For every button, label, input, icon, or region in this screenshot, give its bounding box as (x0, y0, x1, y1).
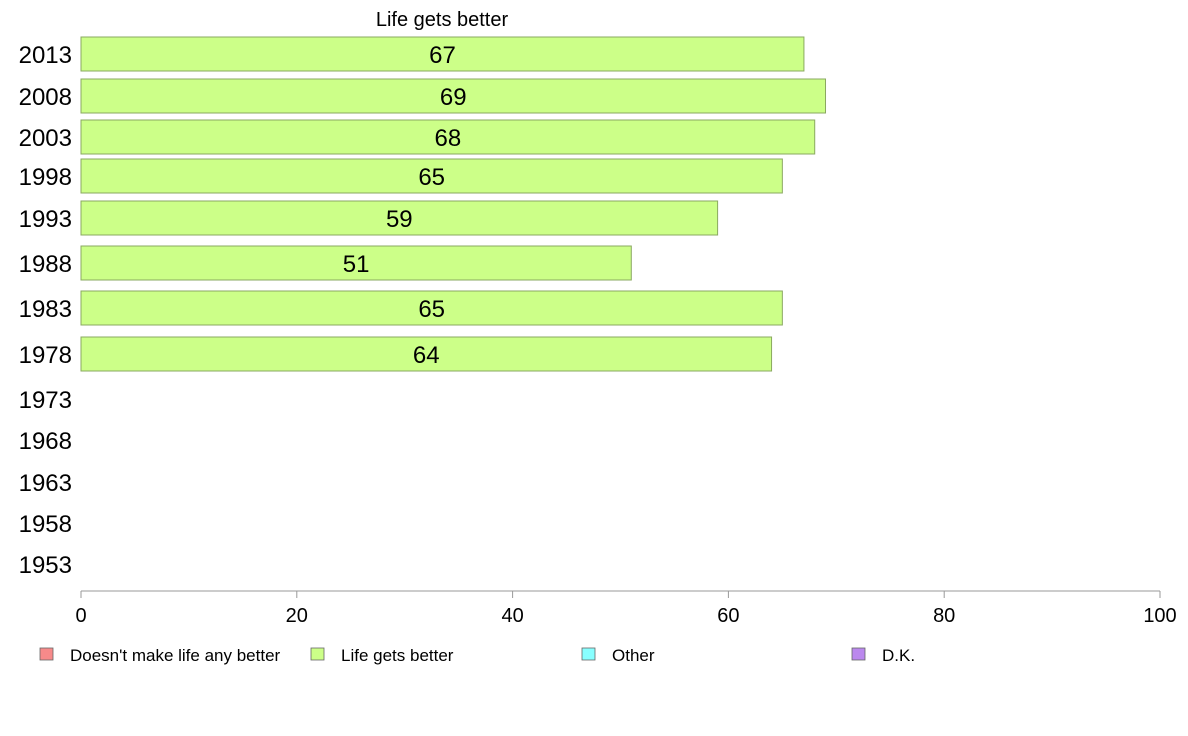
bar (80, 336, 773, 372)
bar (80, 36, 805, 72)
y-tick-label: 1973 (19, 387, 72, 414)
y-tick-label: 2008 (19, 84, 72, 111)
y-tick-label: 1963 (19, 470, 72, 497)
bar-value-label: 51 (343, 251, 370, 278)
x-tick-label: 60 (717, 605, 739, 627)
bar (80, 200, 719, 236)
legend-swatch (581, 647, 596, 661)
x-tick-label: 0 (75, 605, 86, 627)
legend: Doesn't make life any better Life gets be… (39, 646, 915, 665)
x-tick-label: 40 (501, 605, 523, 627)
y-tick-label: 2013 (19, 42, 72, 69)
bar-value-label: 69 (440, 84, 467, 111)
y-axis: 2013 2008 2003 1998 1993 1988 1983 1978 1973 1968… (19, 42, 72, 579)
y-tick-label: 1978 (19, 342, 72, 369)
y-tick-label: 1983 (19, 296, 72, 323)
y-tick-label: 1988 (19, 251, 72, 278)
bar-value-label: 65 (418, 296, 445, 323)
bar (80, 290, 783, 326)
legend-swatch (39, 647, 54, 661)
bar-value-label: 68 (435, 125, 462, 152)
bar-value-label: 64 (413, 342, 440, 369)
x-tick-label: 100 (1143, 605, 1176, 627)
y-tick-label: 1993 (19, 206, 72, 233)
bar-value-label: 59 (386, 206, 413, 233)
chart-title: Life gets better (376, 9, 509, 31)
legend-swatch (851, 647, 866, 661)
bar-value-label: 65 (418, 164, 445, 191)
legend-label: Doesn't make life any better (70, 646, 281, 665)
y-tick-label: 1958 (19, 511, 72, 538)
x-axis: 0 20 40 60 80 100 (75, 590, 1177, 627)
y-tick-label: 1998 (19, 164, 72, 191)
legend-label: Life gets better (341, 646, 454, 665)
legend-swatch (310, 647, 325, 661)
bar (80, 119, 816, 155)
y-tick-label: 2003 (19, 125, 72, 152)
y-tick-label: 1968 (19, 428, 72, 455)
bar (80, 158, 783, 194)
legend-label: Other (612, 646, 655, 665)
x-tick-label: 20 (286, 605, 308, 627)
x-tick-label: 80 (933, 605, 955, 627)
bar-value-label: 67 (429, 42, 456, 69)
y-tick-label: 1953 (19, 552, 72, 579)
bar (80, 78, 827, 114)
legend-label: D.K. (882, 646, 915, 665)
bar (80, 245, 632, 281)
